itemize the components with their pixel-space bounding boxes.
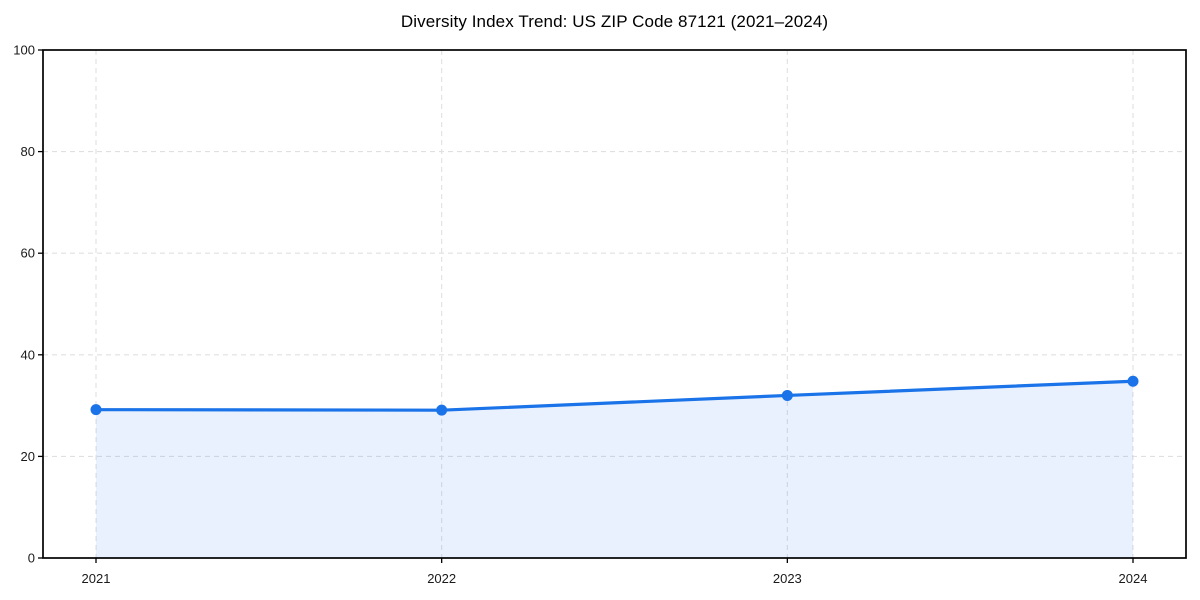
y-tick-label: 20 <box>21 449 35 464</box>
y-tick-label: 100 <box>13 43 35 58</box>
y-tick-label: 40 <box>21 347 35 362</box>
x-tick-label: 2022 <box>427 571 456 586</box>
chart-title: Diversity Index Trend: US ZIP Code 87121… <box>400 12 829 31</box>
x-tick-label: 2024 <box>1119 571 1148 586</box>
data-point-2023 <box>781 389 793 401</box>
data-point-2021 <box>90 404 102 416</box>
x-tick-label: 2023 <box>773 571 802 586</box>
y-tick-label: 0 <box>28 551 35 566</box>
x-tick-label: 2021 <box>82 571 111 586</box>
data-point-2024 <box>1127 375 1139 387</box>
plot-border <box>42 49 1187 559</box>
y-tick-label: 60 <box>21 246 35 261</box>
y-tick-label: 80 <box>21 144 35 159</box>
trend-area <box>96 381 1133 558</box>
trend-line <box>94 379 1135 412</box>
data-point-2022 <box>436 404 448 416</box>
